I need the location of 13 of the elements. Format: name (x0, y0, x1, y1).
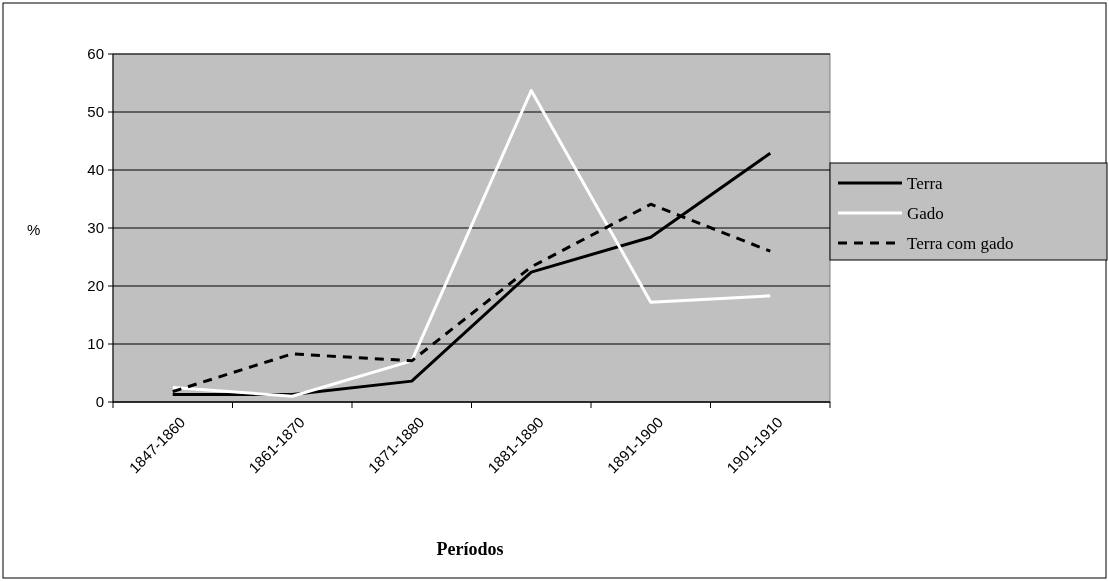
legend-label: Terra (907, 173, 944, 193)
legend-label: Terra com gado (907, 233, 1014, 253)
legend-label: Gado (907, 203, 944, 223)
y-tick-label: 40 (87, 161, 104, 179)
y-tick-label: 50 (87, 103, 104, 121)
y-tick-label: 20 (87, 277, 104, 295)
y-tick-label: 0 (95, 393, 104, 411)
y-tick-label: 30 (87, 219, 104, 237)
y-tick-label: 10 (87, 335, 104, 353)
y-axis-title: % (27, 221, 41, 238)
line-series (171, 89, 772, 398)
x-axis-title: Períodos (436, 539, 504, 559)
y-tick-label: 60 (87, 45, 104, 63)
